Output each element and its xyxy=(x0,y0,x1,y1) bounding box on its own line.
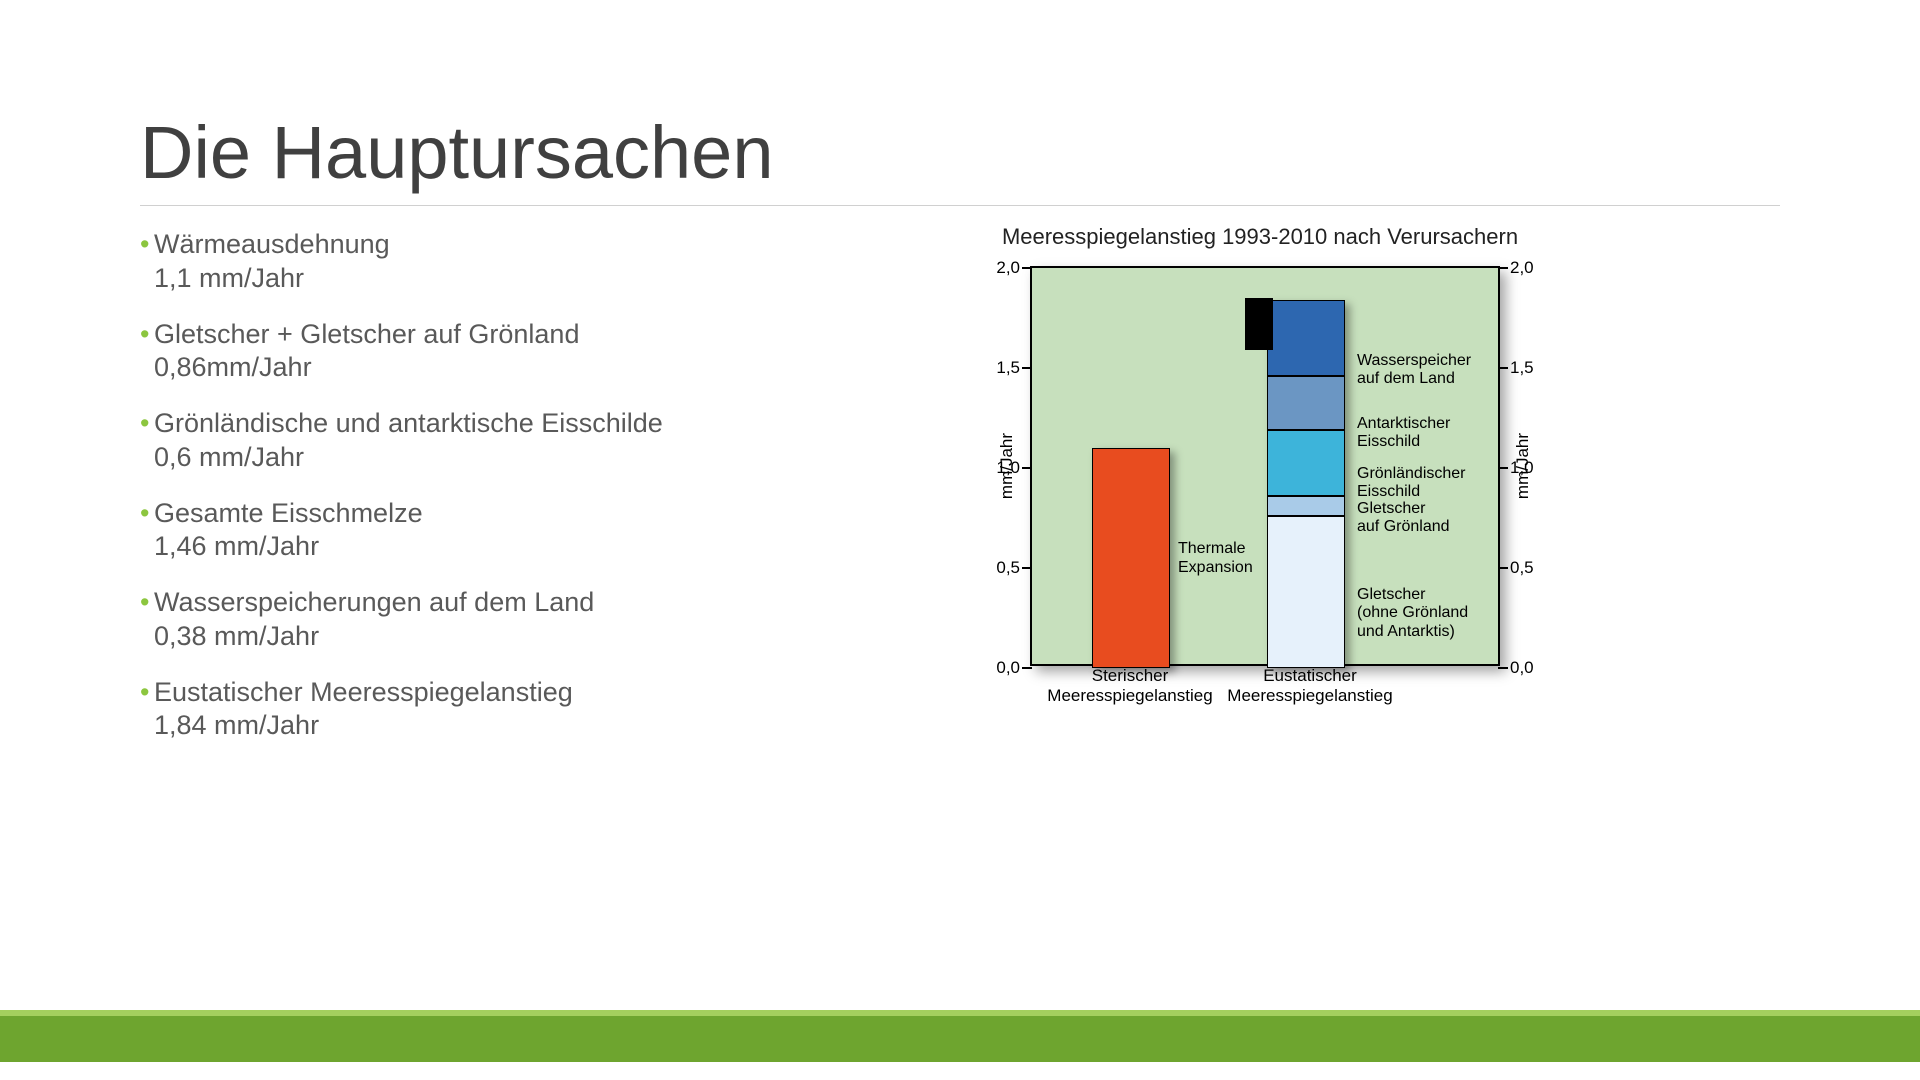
y-tick-label: 1,5 xyxy=(1510,358,1534,378)
y-tick xyxy=(1022,567,1032,569)
y-tick xyxy=(1498,667,1508,669)
y-tick-label: 0,0 xyxy=(1510,658,1534,678)
chart-title: Meeresspiegelanstieg 1993-2010 nach Veru… xyxy=(740,224,1780,250)
x-category-steric: SterischerMeeresspiegelanstieg xyxy=(1035,666,1225,705)
bullet-main: Gletscher + Gletscher auf Grönland xyxy=(154,318,700,352)
bar-segment-gletscher_groenland xyxy=(1267,496,1345,516)
bullet-main: Eustatischer Meeresspiegelanstieg xyxy=(154,676,700,710)
y-tick-label: 2,0 xyxy=(996,258,1020,278)
bullet-main: Grönländische und antarktische Eisschild… xyxy=(154,407,700,441)
bullet-main: Wärmeausdehnung xyxy=(154,228,700,262)
bullet-item: Grönländische und antarktische Eisschild… xyxy=(140,407,700,475)
bar-negative-wasserspeicher xyxy=(1245,298,1273,350)
y-tick xyxy=(1498,367,1508,369)
plot-area: mm/Jahr mm/Jahr 0,00,00,50,51,01,01,51,5… xyxy=(1030,266,1500,666)
bullet-item: Wärmeausdehnung 1,1 mm/Jahr xyxy=(140,228,700,296)
bullet-item: Gesamte Eisschmelze 1,46 mm/Jahr xyxy=(140,497,700,565)
x-category-eustatic: EustatischerMeeresspiegelanstieg xyxy=(1210,666,1410,705)
bar-segment-antarktis_eisschild xyxy=(1267,376,1345,430)
y-tick-label: 1,0 xyxy=(996,458,1020,478)
slide: Die Hauptursachen Wärmeausdehnung 1,1 mm… xyxy=(0,0,1920,1080)
bullet-main: Gesamte Eisschmelze xyxy=(154,497,700,531)
segment-label-antarktis_eisschild: AntarktischerEisschild xyxy=(1357,415,1450,452)
y-tick xyxy=(1498,467,1508,469)
bullet-item: Eustatischer Meeresspiegelanstieg 1,84 m… xyxy=(140,676,700,744)
segment-label-gletscher_groenland: Gletscherauf Grönland xyxy=(1357,500,1450,537)
segment-label-gletscher: Gletscher(ohne Grönlandund Antarktis) xyxy=(1357,586,1468,641)
bullet-sub: 1,84 mm/Jahr xyxy=(154,709,700,743)
y-tick xyxy=(1022,267,1032,269)
bullet-list: Wärmeausdehnung 1,1 mm/Jahr Gletscher + … xyxy=(140,224,700,765)
y-tick-label: 1,0 xyxy=(1510,458,1534,478)
slide-title: Die Hauptursachen xyxy=(140,110,1780,206)
segment-label-groenland_eisschild: GrönländischerEisschild xyxy=(1357,465,1466,502)
bullet-sub: 0,38 mm/Jahr xyxy=(154,620,700,654)
y-tick xyxy=(1022,667,1032,669)
bullet-main: Wasserspeicherungen auf dem Land xyxy=(154,586,700,620)
bullet-sub: 1,46 mm/Jahr xyxy=(154,530,700,564)
bar-segment-gletscher xyxy=(1267,516,1345,668)
y-tick xyxy=(1022,367,1032,369)
y-tick-label: 2,0 xyxy=(1510,258,1534,278)
chart-area: Meeresspiegelanstieg 1993-2010 nach Veru… xyxy=(740,224,1780,765)
y-tick-label: 0,0 xyxy=(996,658,1020,678)
bullet-item: Gletscher + Gletscher auf Grönland 0,86m… xyxy=(140,318,700,386)
y-tick-label: 0,5 xyxy=(996,558,1020,578)
y-tick xyxy=(1498,567,1508,569)
bar-segment-groenland_eisschild xyxy=(1267,430,1345,496)
y-tick-label: 1,5 xyxy=(996,358,1020,378)
footer-bar xyxy=(0,1010,1920,1062)
y-tick-label: 0,5 xyxy=(1510,558,1534,578)
bullet-item: Wasserspeicherungen auf dem Land 0,38 mm… xyxy=(140,586,700,654)
chart-box: mm/Jahr mm/Jahr 0,00,00,50,51,01,01,51,5… xyxy=(960,256,1560,726)
content-row: Wärmeausdehnung 1,1 mm/Jahr Gletscher + … xyxy=(140,224,1780,765)
segment-label-wasserspeicher: Wasserspeicherauf dem Land xyxy=(1357,352,1471,389)
bullet-sub: 1,1 mm/Jahr xyxy=(154,262,700,296)
bullet-sub: 0,86mm/Jahr xyxy=(154,351,700,385)
bar-segment-wasserspeicher xyxy=(1267,300,1345,376)
y-tick xyxy=(1022,467,1032,469)
y-tick xyxy=(1498,267,1508,269)
bullet-sub: 0,6 mm/Jahr xyxy=(154,441,700,475)
bar-label-steric: ThermaleExpansion xyxy=(1178,540,1253,577)
bar-steric xyxy=(1092,448,1170,668)
